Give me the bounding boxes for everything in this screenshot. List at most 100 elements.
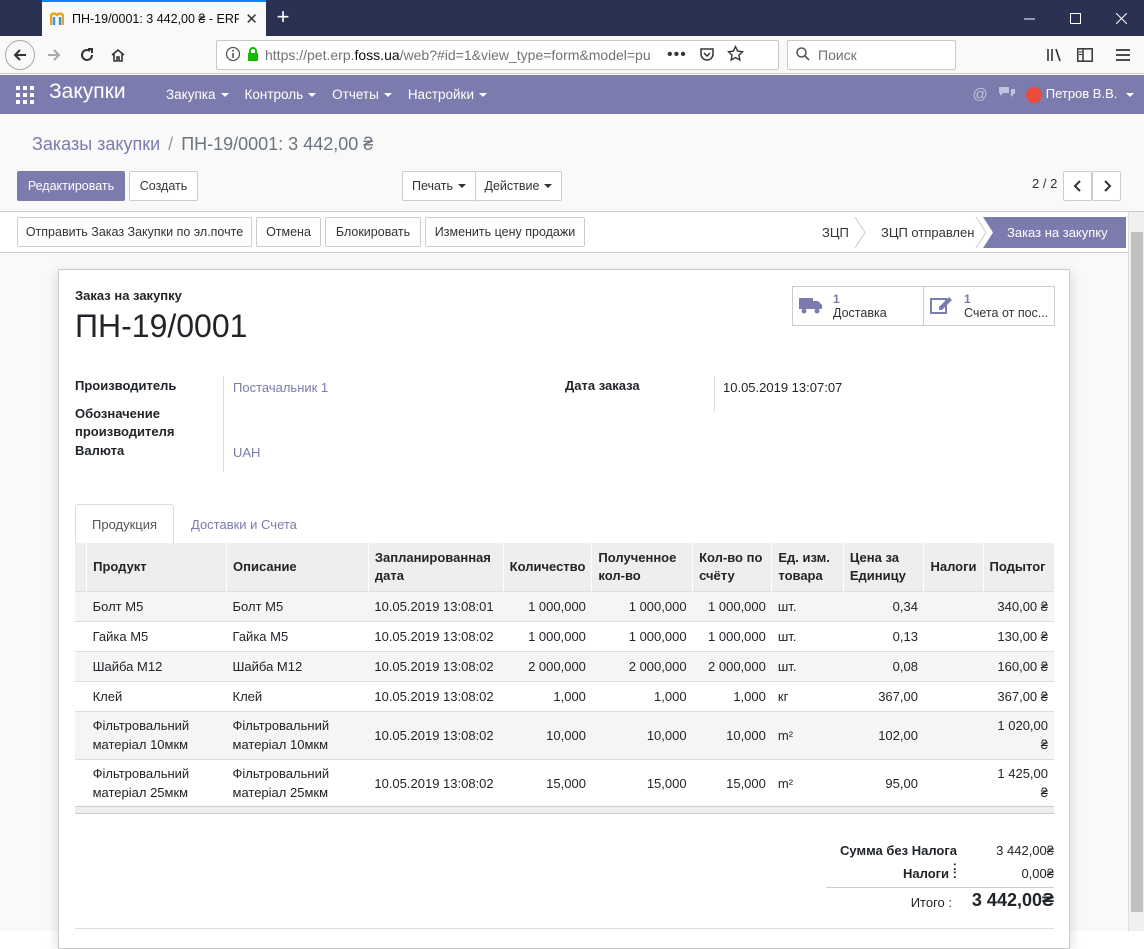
menu-purchase[interactable]: Закупка: [158, 87, 237, 102]
pager-previous-button[interactable]: [1063, 171, 1092, 201]
table-cell: 102,00: [843, 710, 924, 759]
stage-rfq-sent[interactable]: ЗЦП отправлен: [881, 224, 975, 240]
tab-deliveries-invoices[interactable]: Доставки и Счета: [191, 516, 297, 532]
column-header[interactable]: Количество: [502, 543, 592, 591]
action-dropdown[interactable]: Действие: [475, 171, 562, 201]
table-cell: 1 020,00 ₴: [983, 710, 1054, 759]
table-row[interactable]: Фільтровальний матеріал 10мкм Фільтроваль…: [75, 710, 1054, 759]
sidebar-icon[interactable]: [1070, 40, 1100, 70]
vendor-value[interactable]: Постачальник 1: [233, 380, 329, 395]
table-cell: Шайба М12: [86, 650, 227, 681]
table-cell: [923, 620, 984, 651]
table-row[interactable]: Клей Клей 10.05.2019 13:08:02 1,000 1,000 1,0…: [75, 680, 1054, 711]
row-handle-header: [75, 543, 87, 591]
browser-nav-bar: https://pet.erp.foss.ua/web?#id=1&view_t…: [0, 36, 1144, 74]
currency-value[interactable]: UAH: [233, 445, 261, 460]
order-date-label: Дата заказа: [565, 378, 640, 393]
table-cell: 10.05.2019 13:08:02: [368, 710, 504, 759]
order-date-value: 10.05.2019 13:07:07: [723, 380, 843, 395]
tab-products[interactable]: Продукция: [75, 504, 175, 544]
new-tab-icon[interactable]: +: [276, 4, 290, 29]
more-actions-icon[interactable]: •••: [667, 46, 687, 63]
table-cell: 10.05.2019 13:08:02: [368, 650, 504, 681]
search-box[interactable]: Поиск: [787, 40, 956, 70]
user-menu[interactable]: Петров В.В.: [1025, 86, 1134, 103]
url-path: /web?#id=1&view_type=form&model=pu: [399, 47, 651, 63]
row-handle: [75, 590, 87, 621]
table-row[interactable]: Болт М5 Болт М5 10.05.2019 13:08:01 1 000,0…: [75, 590, 1054, 621]
url-bar[interactable]: https://pet.erp.foss.ua/web?#id=1&view_t…: [216, 40, 779, 70]
menu-settings[interactable]: Настройки: [400, 87, 495, 102]
table-cell: Гайка М5: [86, 620, 227, 651]
change-price-button[interactable]: Изменить цену продажи: [425, 217, 585, 247]
totals-divider: [826, 887, 1054, 888]
stage-purchase-order[interactable]: Заказ на закупку: [1007, 224, 1108, 240]
table-row[interactable]: Шайба М12 Шайба М12 10.05.2019 13:08:02 2 0…: [75, 650, 1054, 681]
browser-tab-bar: ПН-19/0001: 3 442,00 ₴ - ERP Fo ✕ +: [0, 0, 1144, 36]
user-name: Петров В.В.: [1045, 86, 1118, 102]
send-email-button[interactable]: Отправить Заказ Закупки по эл.почте: [17, 217, 252, 247]
create-button[interactable]: Создать: [129, 171, 198, 201]
hamburger-menu-icon[interactable]: [1108, 40, 1138, 70]
untaxed-label: Сумма без Налога :: [840, 843, 957, 873]
breadcrumb-parent[interactable]: Заказы закупки: [32, 134, 161, 154]
stage-rfq[interactable]: ЗЦП: [822, 224, 849, 240]
table-cell: 10.05.2019 13:08:01: [368, 590, 504, 621]
block-button[interactable]: Блокировать: [325, 217, 421, 247]
info-icon[interactable]: [225, 46, 241, 65]
column-header[interactable]: Кол-во по счёту: [692, 543, 772, 591]
column-header[interactable]: Описание: [226, 543, 369, 591]
browser-tab[interactable]: ПН-19/0001: 3 442,00 ₴ - ERP Fo ✕: [42, 0, 266, 36]
pager-next-button[interactable]: [1092, 171, 1121, 201]
column-header[interactable]: Полученное кол-во: [591, 543, 693, 591]
order-lines-table: Продукт Описание Запланированная дата Ко…: [75, 543, 1054, 807]
form-statusbar: Отправить Заказ Закупки по эл.почте Отме…: [0, 212, 1144, 253]
minimize-icon[interactable]: [1006, 0, 1052, 36]
window-close-icon[interactable]: [1098, 0, 1144, 36]
menu-reports[interactable]: Отчеты: [324, 87, 400, 102]
maximize-icon[interactable]: [1052, 0, 1098, 36]
chat-icon[interactable]: [998, 86, 1016, 104]
total-label: Итого :: [910, 895, 952, 910]
home-icon[interactable]: [103, 40, 133, 70]
table-cell: 1 000,000: [692, 620, 772, 651]
print-dropdown[interactable]: Печать: [402, 171, 476, 201]
scrollbar-thumb[interactable]: [1131, 232, 1143, 912]
table-cell: кг: [771, 680, 844, 711]
table-cell: 130,00 ₴: [983, 620, 1054, 651]
delivery-smart-button[interactable]: 1 Доставка: [792, 286, 924, 326]
library-icon[interactable]: [1040, 40, 1070, 70]
avatar: [1025, 86, 1042, 103]
table-row[interactable]: Гайка М5 Гайка М5 10.05.2019 13:08:02 1 000…: [75, 620, 1054, 651]
close-tab-icon[interactable]: ✕: [245, 11, 258, 28]
apps-grid-icon[interactable]: [16, 86, 34, 104]
table-cell: 367,00 ₴: [983, 680, 1054, 711]
pencil-square-icon: [930, 295, 954, 318]
column-header[interactable]: Цена за Единицу: [842, 543, 924, 591]
vendor-bills-smart-button[interactable]: 1 Счета от пос...: [923, 286, 1055, 326]
table-cell: 340,00 ₴: [983, 590, 1054, 621]
column-header[interactable]: Ед. изм. товара: [771, 543, 844, 591]
table-footer: [75, 806, 1054, 814]
table-cell: 2 000,000: [503, 650, 592, 681]
menu-control[interactable]: Контроль: [237, 87, 325, 102]
pocket-icon[interactable]: [699, 46, 715, 65]
table-cell: Клей: [226, 680, 369, 711]
column-header[interactable]: Продукт: [86, 543, 227, 591]
table-cell: Болт М5: [226, 590, 369, 621]
forward-icon[interactable]: [39, 40, 69, 70]
edit-button[interactable]: Редактировать: [17, 171, 125, 201]
url-text[interactable]: https://pet.erp.foss.ua/web?#id=1&view_t…: [265, 47, 655, 63]
vendor-bills-count: 1: [964, 291, 971, 306]
column-header[interactable]: Налоги: [923, 543, 984, 591]
back-icon[interactable]: [5, 40, 35, 70]
cancel-button[interactable]: Отмена: [256, 217, 321, 247]
column-header[interactable]: Запланированная дата: [367, 543, 504, 591]
bookmark-star-icon[interactable]: [726, 44, 744, 65]
table-row[interactable]: Фільтровальний матеріал 25мкм Фільтроваль…: [75, 758, 1054, 807]
scrollbar[interactable]: [1128, 212, 1144, 931]
reload-icon[interactable]: [72, 40, 102, 70]
currency-label: Валюта: [75, 443, 125, 458]
column-header[interactable]: Подытог: [982, 543, 1054, 591]
at-sign-icon[interactable]: @: [972, 86, 988, 103]
